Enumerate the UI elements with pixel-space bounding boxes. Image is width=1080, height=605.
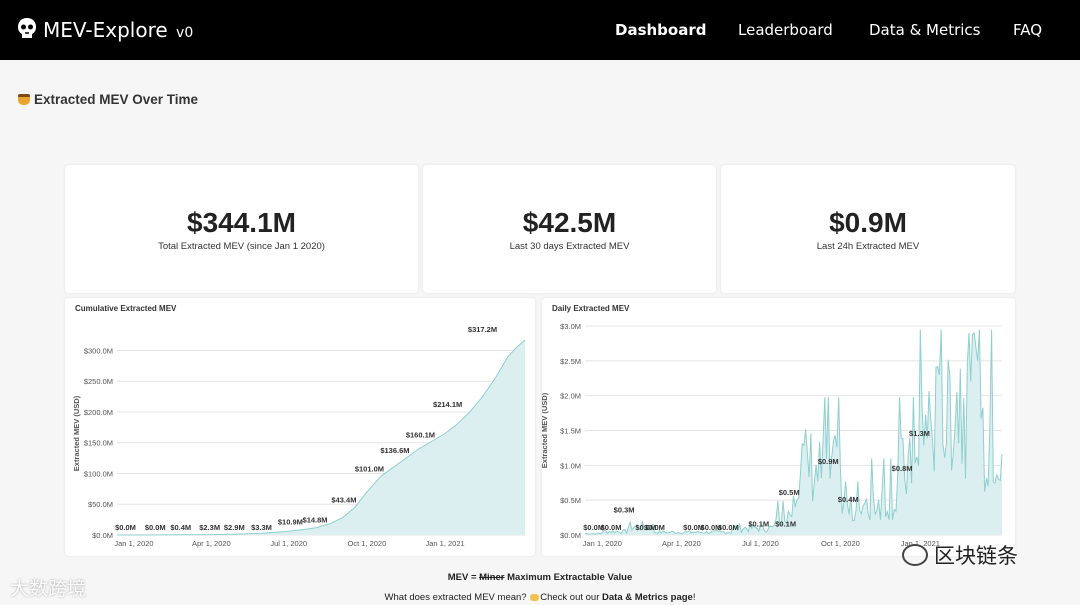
wechat-icon: [902, 544, 928, 566]
data-label: $10.9M: [278, 517, 303, 526]
data-label: $2.3M: [199, 523, 220, 532]
watermark-left: 大数跨境: [10, 578, 87, 600]
series-line: [117, 339, 526, 536]
skull-logo-icon[interactable]: [17, 17, 37, 39]
nav-data-metrics[interactable]: Data & Metrics: [869, 21, 981, 39]
nav-faq[interactable]: FAQ: [1013, 21, 1043, 39]
data-label: $0.0M: [644, 523, 665, 532]
cumulative-chart: $0.0M $50.0M $100.0M $150.0M $200.0M $250.0M $…: [72, 325, 526, 548]
y-axis-label: Extracted MEV (USD): [542, 392, 549, 468]
x-tick-label: Apr 1, 2020: [192, 539, 231, 548]
x-tick-label: Oct 1, 2020: [821, 539, 860, 548]
mev-definition: MEV = Miner Maximum Extractable Value: [447, 572, 633, 583]
data-label: $0.3M: [614, 506, 635, 515]
miner-strike: Miner: [479, 572, 505, 583]
data-label: $0.0M: [601, 523, 622, 532]
data-label: $2.9M: [224, 523, 245, 532]
data-label: $0.8M: [892, 464, 913, 473]
stat-label: Last 30 days Extracted MEV: [509, 241, 630, 252]
y-tick-label: $0.0M: [92, 531, 113, 540]
data-label: $0.0M: [701, 523, 722, 532]
data-label: $0.4M: [838, 495, 859, 504]
data-label: $0.0M: [145, 523, 166, 532]
data-label: $317.2M: [468, 325, 497, 334]
section-title-text: Extracted MEV Over Time: [34, 92, 199, 107]
y-tick-label: $100.0M: [84, 469, 113, 478]
series-area: [585, 329, 1002, 535]
version-label: v0: [176, 25, 194, 41]
x-tick-label: Jan 1, 2020: [583, 539, 622, 548]
x-tick-label: Jan 1, 2020: [114, 539, 153, 548]
data-label: $0.0M: [583, 523, 604, 532]
data-label: $160.1M: [406, 431, 435, 440]
y-tick-label: $1.0M: [560, 461, 581, 470]
y-tick-label: $50.0M: [88, 500, 113, 509]
stat-label: Total Extracted MEV (since Jan 1 2020): [158, 241, 325, 252]
stat-value: $0.9M: [829, 207, 907, 238]
x-tick-label: Jan 1, 2021: [901, 539, 940, 548]
y-tick-label: $300.0M: [84, 346, 113, 355]
stat-value: $344.1M: [187, 207, 296, 238]
data-label: $136.6M: [380, 446, 409, 455]
stat-value: $42.5M: [522, 207, 617, 238]
chart-card-daily: Daily Extracted MEV $0.0M $0.5M $1.0M $1.5M…: [542, 298, 1015, 556]
y-tick-label: $0.5M: [560, 496, 581, 505]
series-area: [117, 340, 525, 535]
data-label: $0.9M: [818, 457, 839, 466]
y-tick-label: $150.0M: [84, 439, 113, 448]
brand-title[interactable]: MEV-Explore v0: [43, 18, 194, 42]
y-tick-label: $200.0M: [84, 408, 113, 417]
data-label: $3.3M: [251, 523, 272, 532]
y-tick-label: $2.5M: [560, 357, 581, 366]
x-tick-label: Jan 1, 2021: [425, 539, 464, 548]
x-tick-label: Oct 1, 2020: [348, 539, 387, 548]
mev-question: What does extracted MEV mean? Check out …: [384, 592, 696, 603]
stat-card-24h: $0.9M Last 24h Extracted MEV: [721, 165, 1015, 293]
y-tick-label: $0.0M: [560, 531, 581, 540]
y-axis-label: Extracted MEV (USD): [72, 395, 81, 471]
data-metrics-link[interactable]: Data & Metrics page: [602, 592, 693, 603]
data-label: $43.4M: [331, 495, 356, 504]
x-tick-label: Jul 1, 2020: [742, 539, 779, 548]
data-label: $0.5M: [779, 488, 800, 497]
nav-leaderboard[interactable]: Leaderboard: [738, 21, 833, 39]
y-tick-label: $1.5M: [560, 427, 581, 436]
series-line: [584, 329, 1003, 535]
data-label: $0.0M: [115, 523, 136, 532]
section-title: Extracted MEV Over Time: [18, 92, 198, 107]
data-label: $214.1M: [433, 400, 462, 409]
watermark-right: 区块链条: [902, 540, 1018, 570]
honey-pot-icon: [18, 94, 30, 105]
stat-label: Last 24h Extracted MEV: [816, 241, 920, 252]
daily-chart: $0.0M $0.5M $1.0M $1.5M $2.0M $2.5M $3.0M Jan 1…: [542, 322, 1003, 548]
y-tick-label: $2.0M: [560, 392, 581, 401]
data-label: $0.1M: [775, 520, 796, 529]
stat-card-30d: $42.5M Last 30 days Extracted MEV: [423, 165, 716, 293]
data-label: $0.0M: [718, 523, 739, 532]
data-label: $0.0M: [635, 523, 656, 532]
data-label: $0.4M: [170, 523, 191, 532]
nav-dashboard[interactable]: Dashboard: [615, 21, 707, 39]
chart-title: Cumulative Extracted MEV: [75, 304, 177, 313]
y-tick-label: $3.0M: [560, 322, 581, 331]
y-tick-label: $250.0M: [84, 377, 113, 386]
pointing-hand-icon: [530, 593, 540, 601]
stat-card-total: $344.1M Total Extracted MEV (since Jan 1…: [65, 165, 418, 293]
chart-title: Daily Extracted MEV: [552, 304, 630, 313]
x-tick-label: Apr 1, 2020: [662, 539, 701, 548]
chart-card-cumulative: Cumulative Extracted MEV $0.0M $50.0M $100…: [65, 298, 535, 556]
data-label: $0.0M: [683, 523, 704, 532]
top-navbar: MEV-Explore v0 Dashboard Leaderboard Dat…: [0, 0, 1080, 60]
data-label: $1.3M: [909, 429, 930, 438]
data-label: $14.8M: [303, 516, 328, 525]
x-tick-label: Jul 1, 2020: [270, 539, 307, 548]
data-label: $0.1M: [748, 520, 769, 529]
data-label: $101.0M: [355, 465, 384, 474]
